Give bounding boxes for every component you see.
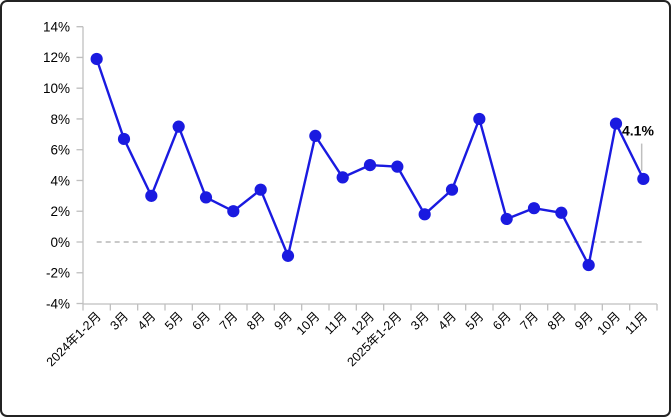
data-point (336, 171, 349, 184)
x-axis-label: 9月 (572, 309, 596, 333)
x-axis-label: 8月 (244, 309, 268, 333)
x-axis-label: 9月 (271, 309, 295, 333)
x-axis-label: 6月 (189, 309, 213, 333)
x-axis-label: 11月 (322, 309, 350, 337)
data-point (500, 212, 513, 226)
data-point (309, 129, 322, 142)
data-point (391, 160, 404, 173)
x-axis-label: 4月 (435, 309, 459, 333)
data-point (582, 258, 595, 272)
x-axis-label: 4月 (135, 309, 159, 333)
x-axis-label: 8月 (545, 309, 569, 333)
annotation-label: 4.1% (622, 123, 654, 139)
x-axis-label: 11月 (623, 309, 651, 337)
y-axis-label: 12% (43, 50, 70, 65)
x-axis-label: 3月 (107, 309, 131, 333)
x-axis-label: 6月 (490, 309, 514, 333)
x-axis-label: 10月 (294, 309, 323, 338)
data-point (90, 52, 103, 66)
y-axis-label: -4% (46, 296, 70, 311)
data-point (172, 120, 185, 133)
y-axis-label: 8% (50, 112, 70, 127)
x-axis-label: 10月 (595, 309, 624, 338)
data-point (527, 202, 541, 215)
x-axis-label: 7月 (217, 309, 241, 333)
data-point (227, 205, 240, 218)
y-axis-label: 2% (50, 204, 70, 219)
y-axis-label: 4% (50, 173, 70, 188)
x-axis-label: 5月 (463, 309, 487, 333)
data-point (609, 117, 623, 130)
data-point (199, 191, 213, 204)
data-point (254, 183, 267, 196)
data-point (445, 183, 459, 196)
data-point (555, 206, 568, 219)
x-axis-label: 3月 (408, 309, 432, 333)
data-point (418, 208, 431, 221)
y-axis-label: 6% (50, 143, 70, 158)
data-point (363, 159, 377, 172)
data-point (473, 112, 486, 126)
data-point (117, 132, 131, 146)
y-axis-label: 0% (50, 235, 70, 250)
data-point (281, 249, 295, 262)
y-axis-label: 10% (43, 81, 70, 96)
x-axis-label: 2024年1-2月 (44, 309, 104, 369)
y-axis-label: -2% (46, 266, 70, 281)
x-axis-label: 7月 (517, 309, 541, 333)
data-point (145, 189, 158, 202)
data-point (637, 172, 650, 186)
y-axis-label: 14% (43, 19, 70, 34)
x-axis-label: 5月 (162, 309, 186, 333)
